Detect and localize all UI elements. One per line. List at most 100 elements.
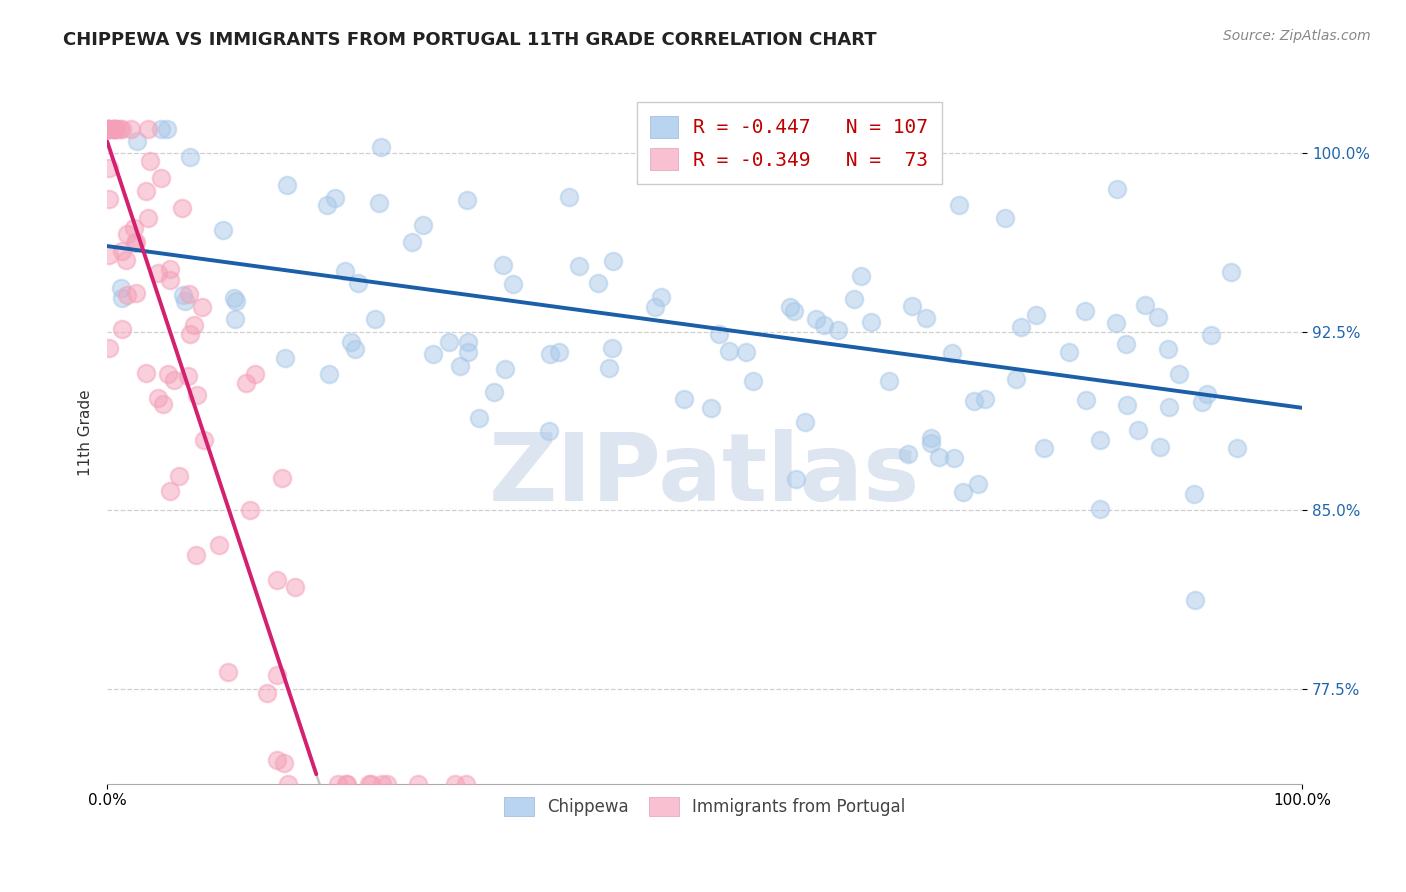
Point (98, 341, 121, 355)
Point (159, 483, 181, 498)
Point (915, 311, 938, 326)
Point (333, 263, 356, 277)
Point (586, 276, 609, 290)
Point (271, 471, 294, 485)
Point (110, 322, 132, 336)
Point (104, 122, 127, 136)
Point (401, 235, 423, 249)
Point (104, 122, 127, 136)
Point (103, 122, 125, 136)
Point (273, 351, 295, 366)
Point (672, 392, 695, 407)
Point (494, 361, 516, 376)
Point (103, 122, 125, 136)
Point (707, 326, 730, 341)
Point (136, 122, 159, 136)
Point (412, 219, 434, 233)
Point (98, 192, 121, 206)
Point (994, 211, 1017, 225)
Point (135, 184, 157, 198)
Point (135, 366, 157, 380)
Point (568, 260, 591, 274)
Point (179, 150, 201, 164)
Point (124, 235, 146, 250)
Point (406, 777, 429, 791)
Point (110, 244, 132, 259)
Point (1191, 395, 1213, 409)
Text: Source: ZipAtlas.com: Source: ZipAtlas.com (1223, 29, 1371, 43)
Point (370, 140, 392, 154)
Point (855, 150, 877, 164)
Point (896, 447, 918, 461)
Point (602, 253, 624, 268)
Point (1074, 392, 1097, 407)
Point (1105, 316, 1128, 330)
Point (225, 294, 247, 309)
Point (156, 367, 179, 381)
Point (842, 292, 865, 306)
Point (179, 326, 201, 341)
Point (170, 201, 193, 215)
Point (492, 258, 515, 272)
Point (1105, 182, 1128, 196)
Point (600, 341, 623, 355)
Point (1073, 304, 1095, 318)
Point (115, 288, 138, 302)
Point (1115, 337, 1137, 351)
Point (1116, 398, 1139, 412)
Point (375, 777, 398, 791)
Point (256, 685, 278, 699)
Point (783, 304, 806, 318)
Point (124, 221, 146, 235)
Point (136, 211, 159, 225)
Point (1090, 502, 1112, 516)
Point (920, 435, 942, 450)
Point (336, 777, 359, 791)
Point (97, 122, 120, 136)
Point (277, 777, 299, 791)
Point (422, 346, 444, 360)
Point (443, 777, 465, 791)
Point (650, 290, 672, 304)
Text: ZIPatlas: ZIPatlas (489, 429, 921, 521)
Point (558, 190, 581, 204)
Point (152, 397, 174, 411)
Point (806, 311, 828, 326)
Point (273, 756, 295, 770)
Point (326, 777, 349, 791)
Point (172, 288, 194, 302)
Point (644, 300, 666, 314)
Point (813, 318, 835, 333)
Point (245, 368, 267, 382)
Point (343, 342, 366, 356)
Point (1147, 310, 1170, 325)
Point (139, 153, 162, 168)
Point (98, 248, 121, 262)
Point (1005, 372, 1028, 386)
Point (346, 276, 368, 290)
Point (316, 197, 339, 211)
Point (793, 416, 815, 430)
Point (927, 450, 949, 464)
Point (222, 291, 245, 305)
Point (742, 374, 765, 388)
Point (860, 315, 883, 329)
Point (167, 469, 190, 483)
Point (111, 122, 134, 136)
Point (851, 268, 873, 283)
Point (1168, 367, 1191, 381)
Point (335, 777, 357, 791)
Point (1033, 441, 1056, 455)
Point (179, 287, 201, 301)
Point (266, 753, 288, 767)
Point (1133, 298, 1156, 312)
Point (1184, 593, 1206, 607)
Point (1090, 433, 1112, 447)
Point (963, 394, 986, 409)
Point (700, 401, 723, 416)
Point (148, 266, 170, 280)
Point (368, 195, 391, 210)
Point (125, 285, 148, 300)
Point (735, 345, 758, 359)
Point (184, 548, 207, 562)
